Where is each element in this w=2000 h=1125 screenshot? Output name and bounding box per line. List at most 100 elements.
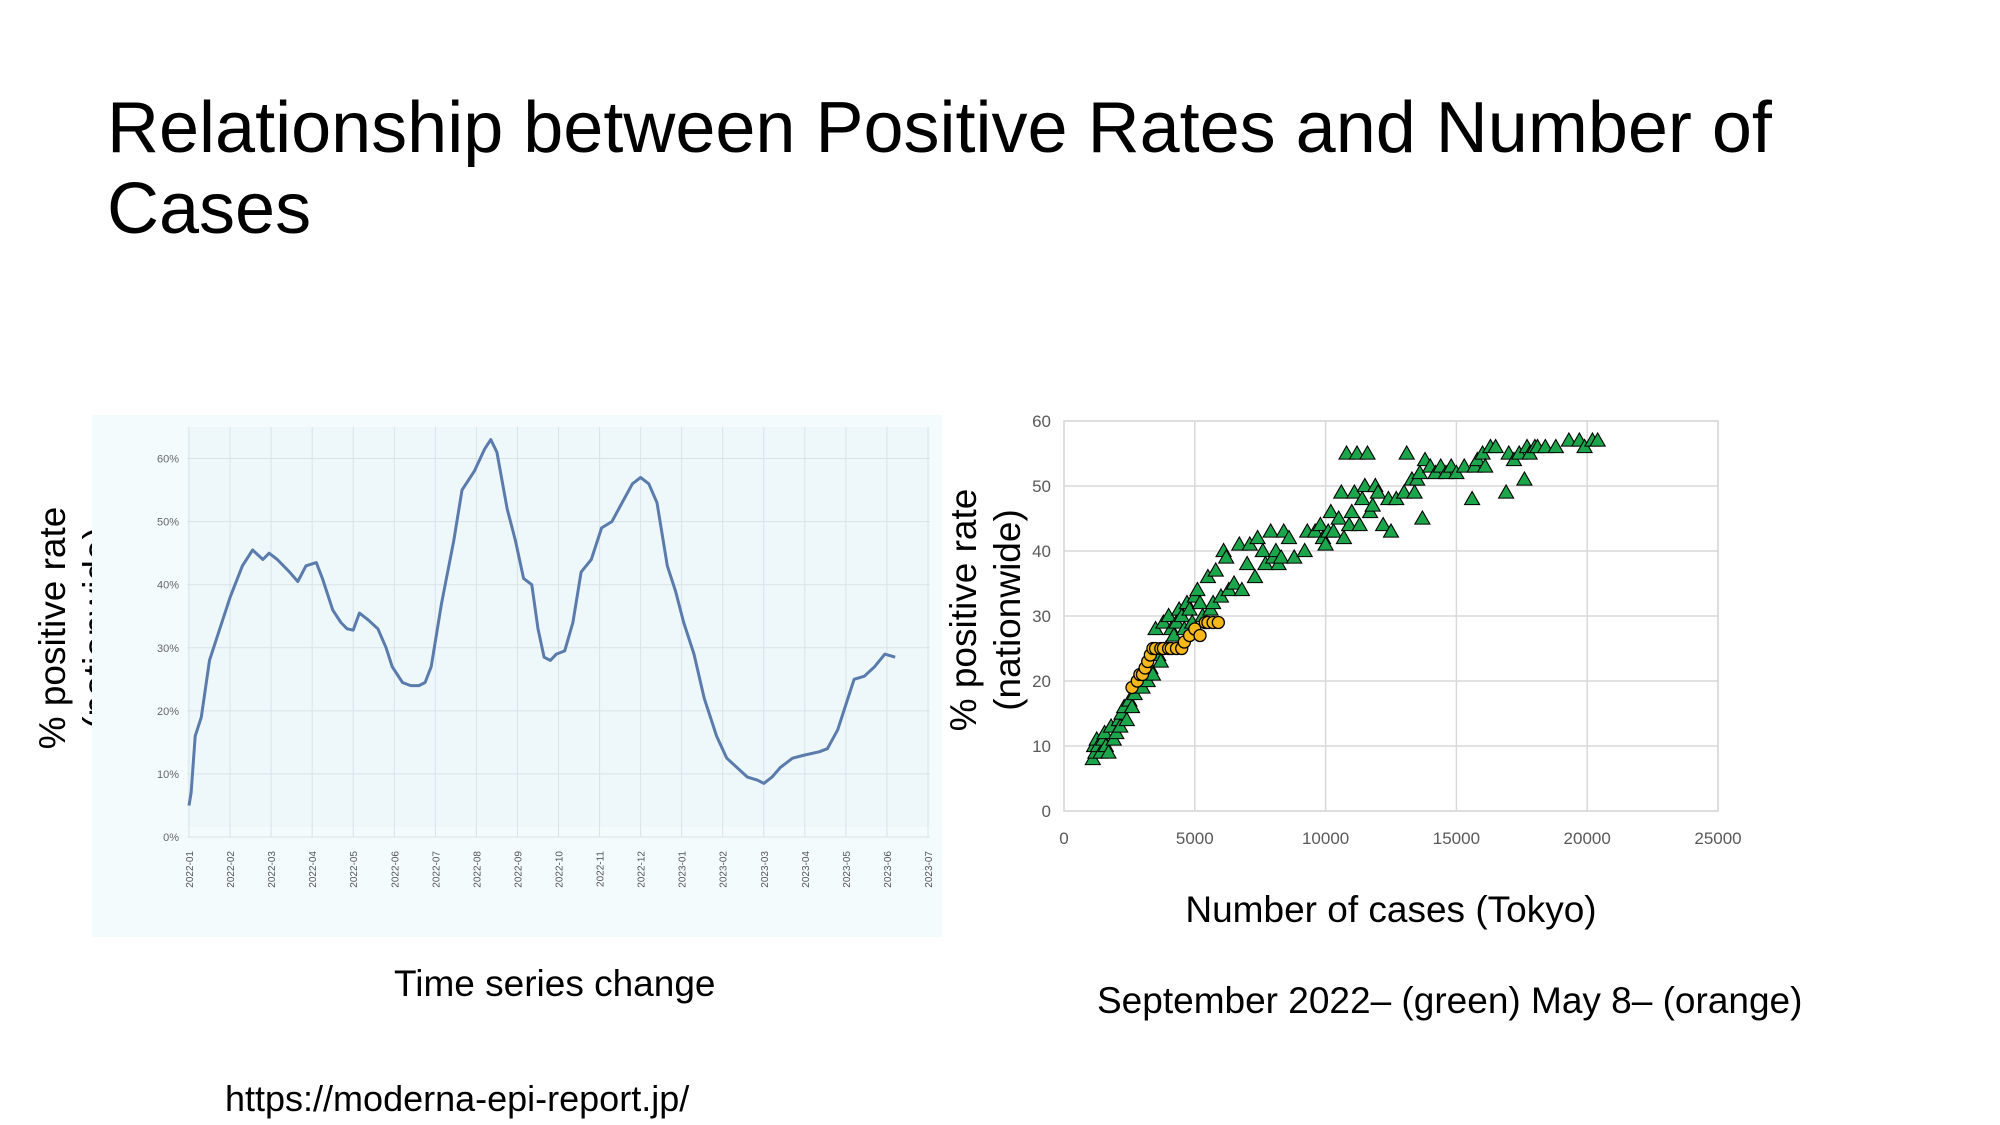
green-triangle-point [1262, 522, 1280, 538]
green-triangle-point [1455, 457, 1473, 473]
y-tick-label: 0 [1042, 802, 1051, 821]
x-tick-label: 2023-04 [801, 851, 812, 888]
x-tick-label: 2022-04 [308, 851, 319, 888]
green-triangle-point [1353, 490, 1371, 506]
slide-title: Relationship between Positive Rates and … [107, 88, 1772, 249]
left-caption: Time series change [394, 963, 716, 1004]
green-triangle-point [1382, 522, 1400, 538]
green-triangle-point [1144, 665, 1162, 681]
left-y-axis-label-line1: % positive rate [32, 506, 73, 750]
green-triangle-point [1413, 509, 1431, 525]
x-tick-label: 5000 [1176, 829, 1214, 848]
green-triangle-point [1356, 477, 1374, 493]
y-tick-label: 40% [157, 580, 179, 592]
green-triangle-point [1246, 568, 1264, 584]
x-tick-label: 2022-06 [390, 851, 401, 888]
right-y-axis-label-line1: % positive rate [943, 488, 984, 732]
green-triangle-point [1589, 431, 1607, 447]
positive-rate-line [187, 438, 896, 806]
x-tick-label: 20000 [1564, 829, 1611, 848]
green-triangle-point [1311, 516, 1329, 532]
y-tick-label: 60% [157, 454, 179, 466]
x-tick-label: 10000 [1302, 829, 1349, 848]
green-triangle-point [1238, 555, 1256, 571]
time-series-chart: 2022-01 2022-02 2022-03 2022-04 2022-05 2022-… [92, 415, 942, 937]
green-triangle-point [1249, 529, 1267, 545]
green-triangle-point [1351, 516, 1369, 532]
green-triangle-point [1560, 431, 1578, 447]
green-triangle-point [1332, 483, 1350, 499]
green-triangle-point [1487, 438, 1505, 454]
x-axis-label: Number of cases (Tokyo) [1185, 889, 1596, 930]
green-triangle-point [1152, 652, 1170, 668]
y-tick-label: 10% [157, 769, 179, 781]
green-triangle-point [1330, 509, 1348, 525]
x-tick-label: 0 [1059, 829, 1068, 848]
green-triangle-point [1296, 542, 1314, 558]
green-triangle-point [1374, 516, 1392, 532]
x-tick-label: 2022-05 [349, 851, 360, 888]
x-tick-label: 2022-09 [513, 851, 524, 888]
green-triangle-point [1100, 743, 1117, 759]
y-tick-label: 0% [163, 832, 179, 844]
green-triangle-point [1343, 503, 1361, 519]
x-tick-label: 15000 [1433, 829, 1480, 848]
green-triangle-point [1463, 490, 1481, 506]
green-triangle-point [1191, 594, 1209, 610]
green-triangle-point [1225, 574, 1243, 590]
green-triangle-point [1272, 548, 1290, 564]
green-triangle-point [1118, 711, 1136, 727]
green-triangle-point [1123, 698, 1141, 714]
green-triangle-point [1325, 522, 1342, 538]
x-tick-label: 2023-02 [719, 851, 730, 888]
y-tick-label: 10 [1032, 737, 1051, 756]
y-tick-label: 50 [1032, 477, 1051, 496]
green-triangle-point [1547, 438, 1565, 454]
source-link[interactable]: https://moderna-epi-report.jp/ [225, 1078, 690, 1119]
green-triangle-point [1398, 444, 1416, 460]
x-tick-label: 2022-08 [472, 851, 483, 888]
y-tick-label: 20 [1032, 672, 1051, 691]
green-triangle-point [1364, 496, 1382, 512]
green-triangle-point [1233, 581, 1251, 597]
x-tick-label: 2022-12 [637, 851, 648, 888]
green-triangle-point [1536, 438, 1554, 454]
green-triangle-point [1317, 535, 1335, 551]
green-triangle-point [1340, 516, 1358, 532]
green-triangle-point [1217, 548, 1235, 564]
green-triangle-point [1322, 503, 1340, 519]
x-tick-label: 2023-01 [678, 851, 689, 888]
orange-circle-point [1193, 628, 1207, 643]
x-tick-label: 2023-06 [883, 851, 894, 888]
x-tick-label: 2022-02 [226, 851, 237, 888]
green-triangle-point [1280, 529, 1298, 545]
x-tick-label: 2022-07 [431, 851, 442, 888]
y-tick-label: 30% [157, 643, 179, 655]
y-tick-label: 30 [1032, 607, 1051, 626]
green-triangle-point [1515, 470, 1533, 486]
y-tick-label: 50% [157, 517, 179, 529]
right-caption: September 2022– (green) May 8– (orange) [1097, 980, 1803, 1021]
green-triangle-point [1497, 483, 1515, 499]
green-triangle-point [1207, 561, 1225, 577]
x-tick-label: 2022-11 [596, 851, 607, 887]
right-y-axis-label: % positive rate (nationwide) [942, 489, 1030, 732]
y-tick-label: 40 [1032, 542, 1051, 561]
green-triangle-point [1359, 444, 1376, 460]
x-tick-label: 2022-01 [185, 851, 196, 888]
x-tick-label: 2022-10 [555, 851, 566, 888]
x-tick-label: 2022-03 [267, 851, 278, 888]
green-triangle-point [1406, 483, 1423, 499]
y-tick-label: 20% [157, 706, 179, 718]
green-triangle-point [1476, 457, 1494, 473]
green-triangle-point [1369, 483, 1387, 499]
x-tick-label: 2023-03 [760, 851, 771, 888]
x-tick-label: 2023-07 [924, 851, 935, 888]
scatter-chart: 0 10 20 30 40 50 60 0 5000 10000 15000 20000 25000 Nu… [1032, 412, 1742, 930]
green-triangle-point [1335, 529, 1353, 545]
green-triangle-point [1188, 581, 1206, 597]
orange-circle-point [1211, 615, 1225, 630]
x-tick-label: 2023-05 [842, 851, 853, 888]
y-tick-label: 60 [1032, 412, 1051, 431]
green-triangle-point [1338, 444, 1355, 460]
